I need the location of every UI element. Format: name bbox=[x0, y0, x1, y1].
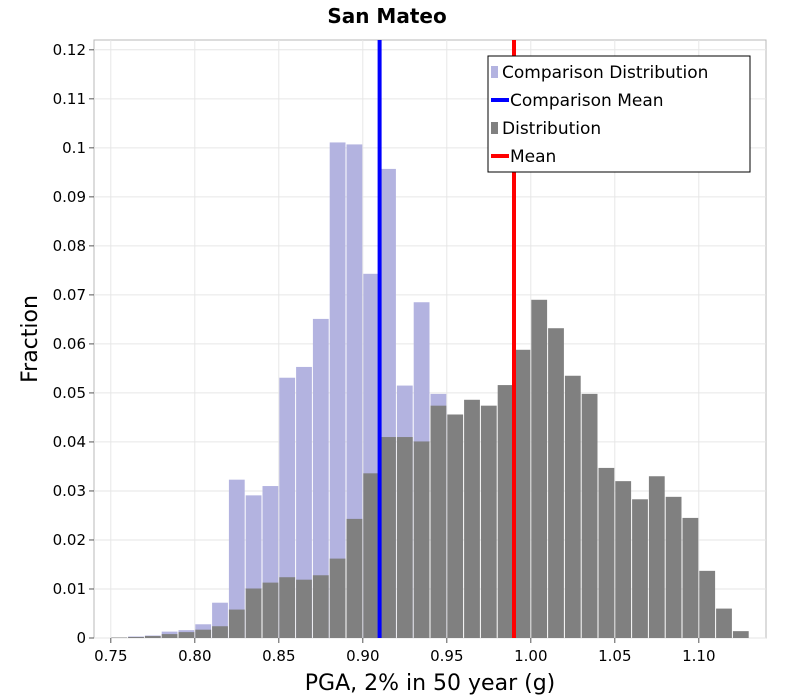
y-tick-label: 0.11 bbox=[53, 90, 86, 108]
distribution-bar bbox=[732, 631, 749, 638]
distribution-bar bbox=[296, 579, 312, 638]
distribution-bar bbox=[648, 476, 665, 638]
distribution-bars bbox=[111, 299, 749, 638]
distribution-bar bbox=[581, 393, 598, 638]
comparison-distribution-bar bbox=[279, 377, 296, 638]
distribution-bar bbox=[144, 636, 161, 638]
legend-box bbox=[487, 55, 751, 173]
distribution-bar bbox=[564, 375, 581, 638]
y-tick-label: 0.08 bbox=[53, 237, 86, 255]
x-tick-label: 0.90 bbox=[346, 647, 379, 665]
y-tick-label: 0.1 bbox=[62, 139, 86, 157]
x-axis-ticks: 0.75 0.80 0.85 0.90 0.95 1.00 1.05 1.10 bbox=[94, 638, 716, 665]
y-axis-label: Fraction bbox=[18, 295, 43, 383]
distribution-bar bbox=[632, 499, 648, 638]
y-tick-label: 0.01 bbox=[53, 580, 86, 598]
distribution-bar bbox=[380, 437, 396, 638]
y-axis-ticks: 0 0.01 0.02 0.03 0.04 0.05 0.06 0.07 0.08 0.09 0.1… bbox=[53, 41, 94, 647]
distribution-bar bbox=[262, 582, 279, 638]
distribution-bar bbox=[665, 496, 682, 638]
x-tick-label: 1.00 bbox=[514, 647, 547, 665]
distribution-bar bbox=[716, 608, 732, 638]
x-tick-label: 0.75 bbox=[94, 647, 127, 665]
distribution-bar bbox=[615, 481, 632, 638]
distribution-bar bbox=[161, 634, 178, 638]
distribution-bar bbox=[195, 629, 212, 638]
legend: Comparison Distribution Comparison Mean Di… bbox=[487, 55, 751, 173]
x-tick-label: 0.85 bbox=[262, 647, 295, 665]
distribution-bar bbox=[699, 570, 716, 638]
distribution-bar bbox=[329, 558, 346, 638]
x-tick-label: 1.10 bbox=[682, 647, 715, 665]
distribution-bar bbox=[279, 577, 296, 638]
x-tick-label: 1.05 bbox=[598, 647, 631, 665]
distribution-bar bbox=[178, 632, 195, 638]
comparison-distribution-bar bbox=[346, 144, 363, 639]
distribution-bar bbox=[245, 588, 262, 638]
distribution-bar bbox=[128, 637, 144, 638]
y-tick-label: 0.05 bbox=[53, 384, 86, 402]
y-tick-label: 0.09 bbox=[53, 188, 86, 206]
legend-swatch-mean bbox=[491, 154, 509, 158]
distribution-bar bbox=[480, 405, 497, 638]
legend-label-comparison-mean: Comparison Mean bbox=[510, 91, 664, 111]
chart-title: San Mateo bbox=[327, 4, 446, 28]
distribution-bar bbox=[430, 405, 447, 638]
legend-swatch-comparison-mean bbox=[491, 98, 509, 102]
legend-swatch-distribution bbox=[491, 122, 498, 134]
comparison-distribution-bar bbox=[312, 318, 329, 638]
distribution-bar bbox=[447, 414, 464, 638]
comparison-distribution-bar bbox=[296, 366, 312, 638]
distribution-bar bbox=[464, 399, 480, 638]
y-tick-label: 0.07 bbox=[53, 286, 86, 304]
distribution-bar bbox=[531, 299, 548, 638]
distribution-bar bbox=[346, 518, 363, 638]
distribution-bar bbox=[228, 609, 245, 638]
distribution-bar bbox=[212, 626, 228, 638]
distribution-bar bbox=[514, 349, 531, 638]
distribution-bar bbox=[363, 473, 380, 638]
comparison-distribution-bar bbox=[228, 479, 245, 638]
y-tick-label: 0.12 bbox=[53, 41, 86, 59]
y-tick-label: 0.02 bbox=[53, 531, 86, 549]
distribution-bar bbox=[413, 441, 430, 638]
legend-swatch-comparison-distribution bbox=[491, 66, 498, 78]
comparison-distribution-bar bbox=[329, 142, 346, 638]
x-tick-label: 0.80 bbox=[178, 647, 211, 665]
distribution-bar bbox=[497, 385, 514, 638]
x-axis-label: PGA, 2% in 50 year (g) bbox=[305, 671, 556, 696]
distribution-bar bbox=[312, 575, 329, 638]
distribution-bar bbox=[682, 517, 699, 638]
y-tick-label: 0.06 bbox=[53, 335, 86, 353]
y-tick-label: 0 bbox=[76, 629, 86, 647]
y-tick-label: 0.03 bbox=[53, 482, 86, 500]
legend-label-distribution: Distribution bbox=[502, 119, 601, 139]
y-tick-label: 0.04 bbox=[53, 433, 86, 451]
distribution-bar bbox=[598, 467, 615, 638]
distribution-bar bbox=[396, 437, 413, 638]
legend-label-comparison-distribution: Comparison Distribution bbox=[502, 63, 708, 83]
distribution-bar bbox=[548, 328, 564, 638]
legend-label-mean: Mean bbox=[510, 147, 556, 167]
x-tick-label: 0.95 bbox=[430, 647, 463, 665]
